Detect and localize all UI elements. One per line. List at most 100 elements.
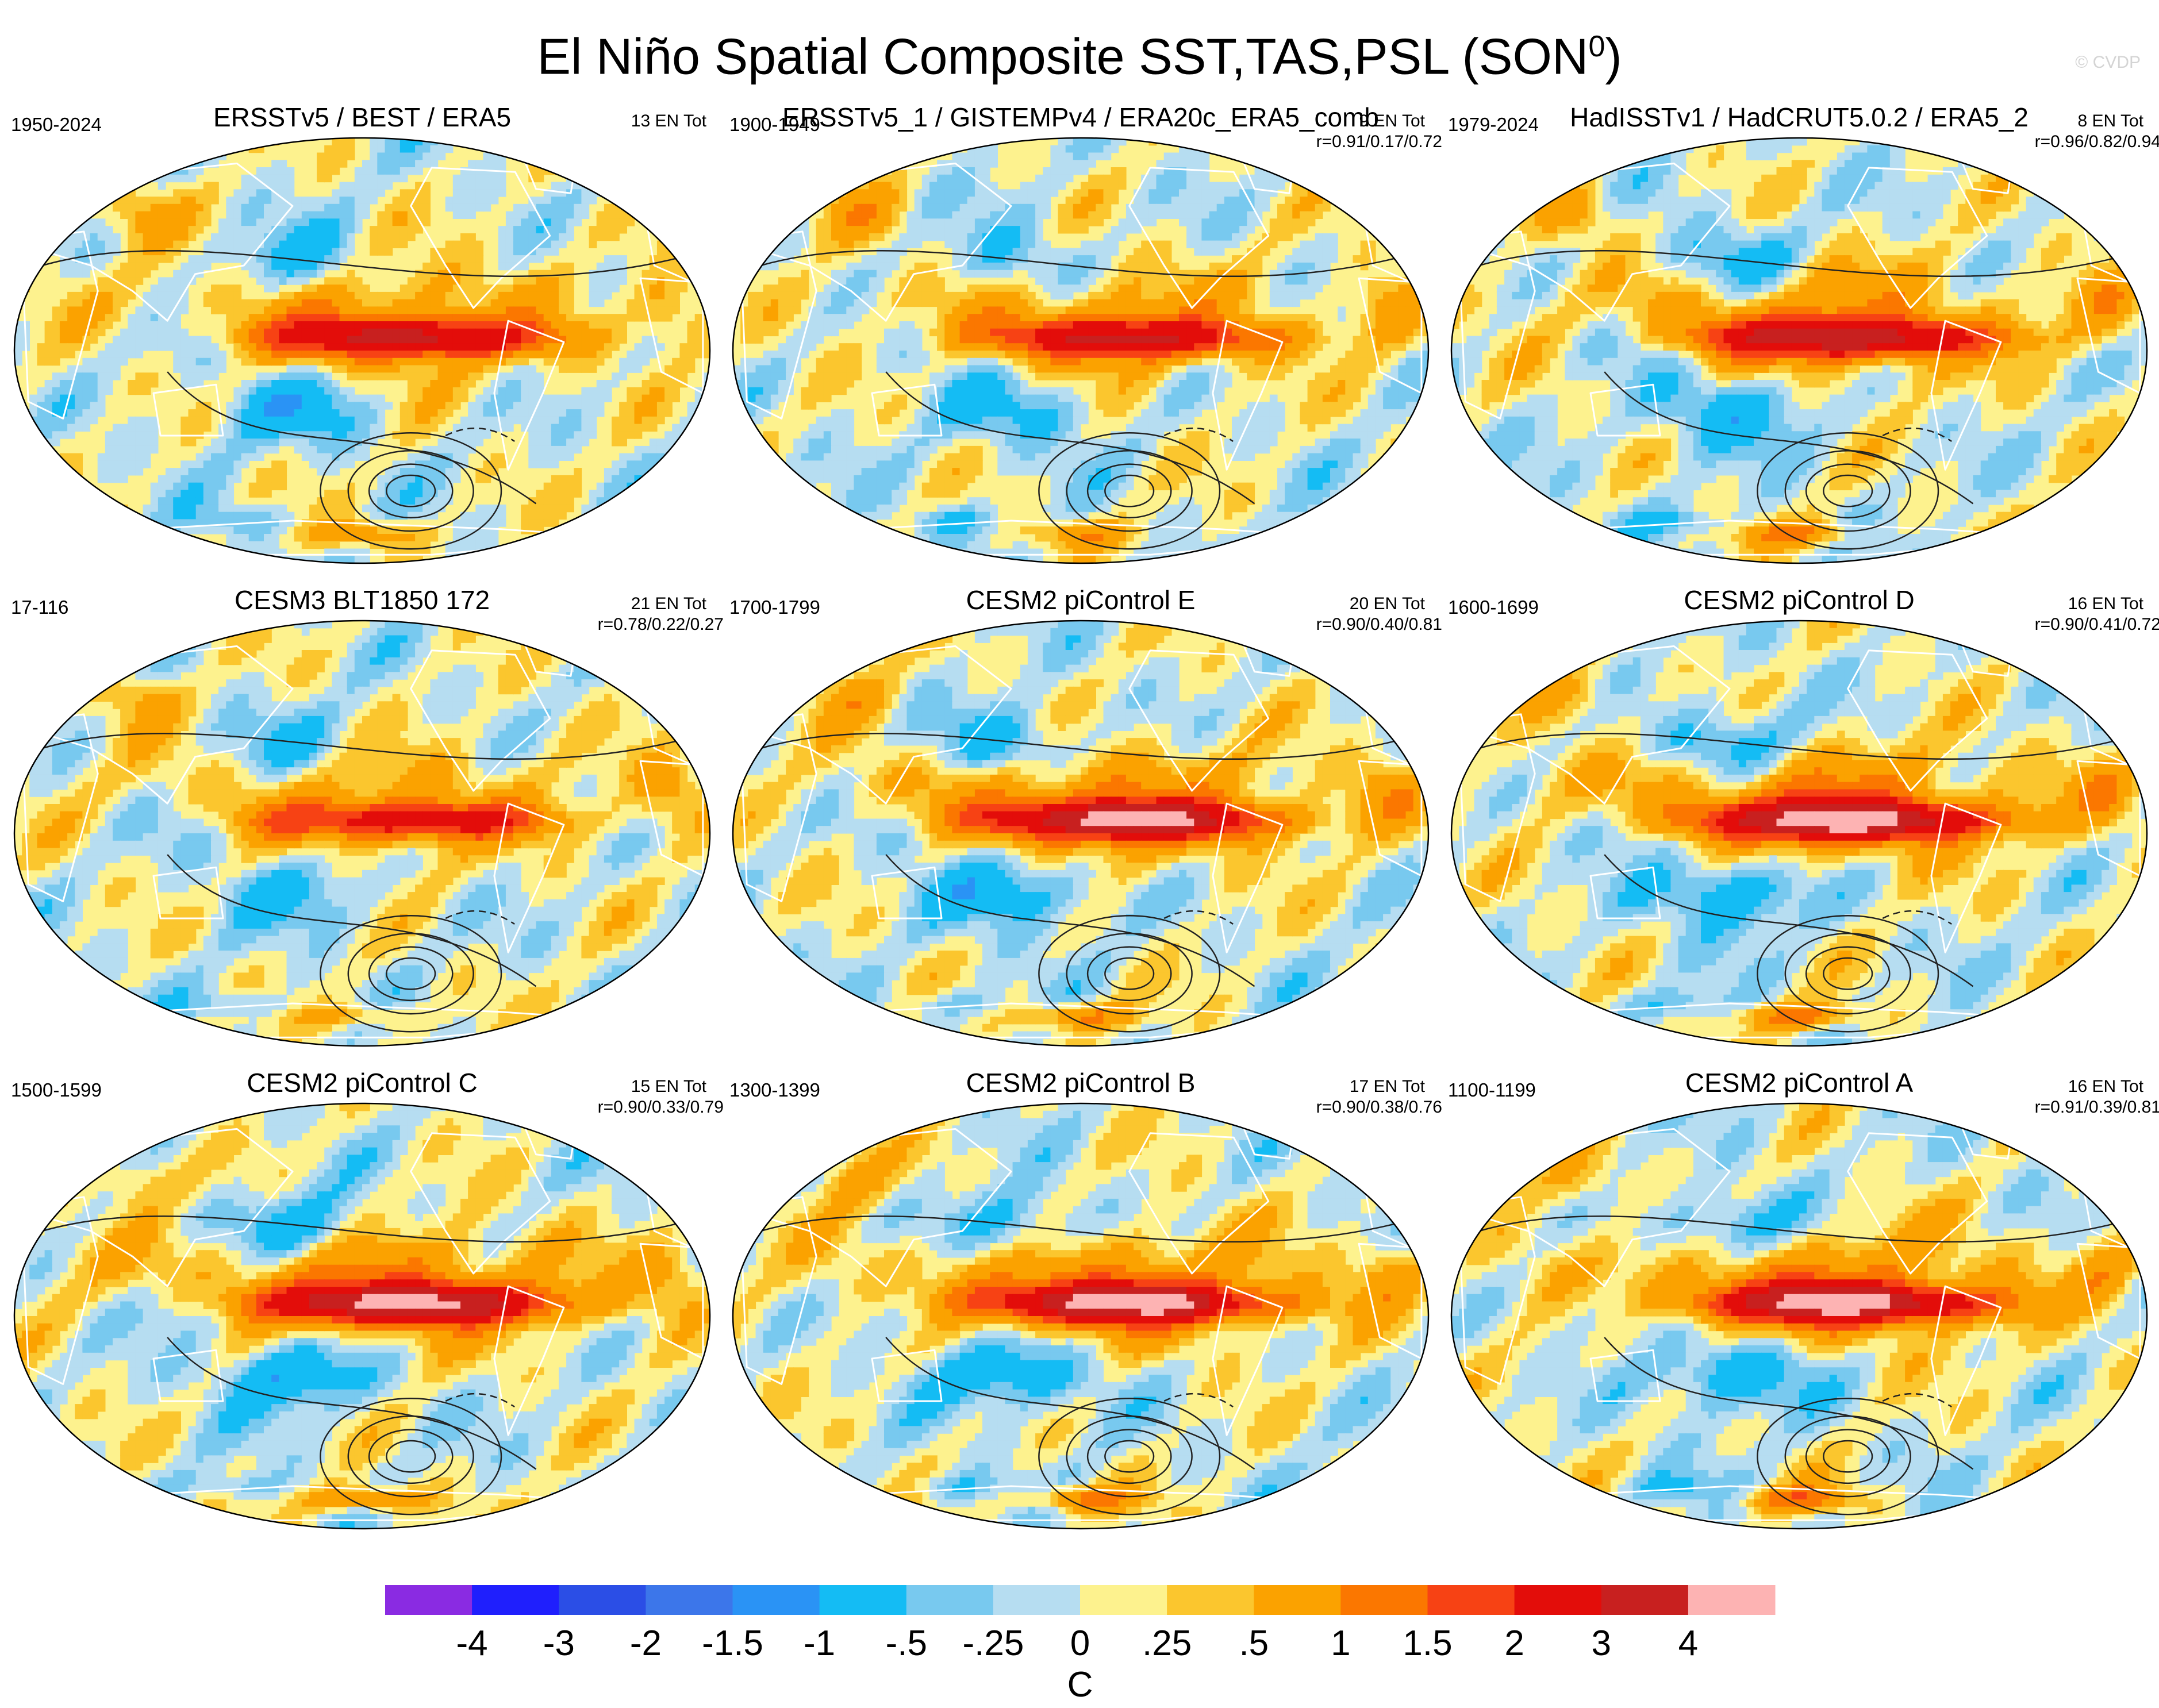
psl-contour — [1823, 1440, 1873, 1473]
sst-field — [14, 621, 710, 1046]
psl-contour — [1479, 733, 2119, 760]
coastline — [752, 1128, 1012, 1287]
colorbar-tick-label: -.25 — [962, 1624, 1024, 1663]
map-border — [732, 137, 1430, 564]
sst-field — [1451, 1103, 2147, 1529]
psl-contour — [1757, 1397, 1939, 1515]
colorbar-tick-label: 3 — [1592, 1624, 1611, 1663]
colorbar-tick-label: 2 — [1504, 1624, 1524, 1663]
sst-field — [733, 1103, 1428, 1529]
panel-pattern-correlation: r=0.91/0.17/0.72 — [1316, 132, 1442, 151]
colorbar-tick-label: 4 — [1678, 1624, 1698, 1663]
psl-contour — [885, 1337, 1255, 1470]
psl-contour — [167, 371, 537, 505]
psl-contour — [1086, 946, 1172, 1002]
panel-title: ERSSTv5_1 / GISTEMPv4 / ERA20c_ERA5_comb — [782, 102, 1379, 132]
map-panel: HadISSTv1 / HadCRUT5.0.2 / ERA5_2 1979-20… — [1448, 102, 2159, 564]
sst-field — [733, 138, 1428, 563]
figure-title: El Niño Spatial Composite SST,TAS,PSL (S… — [0, 15, 2159, 88]
panel-pattern-correlation: r=0.96/0.82/0.94 — [2035, 132, 2159, 151]
coastline — [1471, 162, 1731, 322]
psl-contour — [1757, 432, 1939, 550]
psl-contour-negative — [445, 427, 515, 443]
colorbar-swatch — [1601, 1585, 1689, 1615]
psl-contour — [1604, 854, 1974, 987]
coastline — [1471, 645, 1731, 805]
coastline — [1847, 1132, 1988, 1275]
colorbar-swatch — [732, 1585, 820, 1615]
colorbar-swatch — [906, 1585, 994, 1615]
psl-contour-negative — [1882, 1392, 1952, 1408]
panel-event-count: 8 EN Tot — [2077, 111, 2143, 130]
panel-event-count: 17 EN Tot — [1350, 1077, 1426, 1096]
panel-title: HadISSTv1 / HadCRUT5.0.2 / ERA5_2 — [1570, 102, 2029, 132]
colorbar-swatch — [819, 1585, 907, 1615]
sst-field — [733, 621, 1428, 1046]
panel-event-count: 13 EN Tot — [631, 111, 707, 130]
coastline — [34, 162, 294, 322]
map-panel: CESM2 piControl C 1500-1599 15 EN Tot r=0.9… — [11, 1068, 724, 1530]
coastline — [410, 1132, 551, 1275]
panel-period: 1700-1799 — [729, 597, 820, 618]
coastline — [1212, 1285, 1284, 1436]
coastline — [152, 383, 224, 437]
psl-contour — [1604, 371, 1974, 505]
psl-contour — [42, 733, 682, 760]
psl-contour — [1104, 474, 1155, 507]
colorbar-tick-label: 0 — [1070, 1624, 1090, 1663]
colorbar-swatch — [646, 1585, 733, 1615]
map-border — [13, 620, 711, 1047]
coastline — [152, 866, 224, 920]
psl-contour — [386, 474, 436, 507]
psl-contour-negative — [445, 910, 515, 925]
colorbar-tick-label: -2 — [630, 1624, 662, 1663]
panel-period: 1300-1399 — [729, 1079, 820, 1101]
coastline — [152, 1349, 224, 1402]
coastline — [739, 230, 817, 420]
coastline — [1589, 866, 1661, 920]
panel-title: CESM2 piControl B — [966, 1068, 1196, 1098]
coastline — [871, 1349, 943, 1402]
psl-contour — [760, 1215, 1401, 1242]
psl-contour-negative — [1163, 910, 1234, 925]
psl-contour — [386, 1440, 436, 1473]
coastline — [20, 230, 99, 420]
coastline — [739, 713, 817, 902]
coastline — [1128, 1132, 1270, 1275]
map-panel: CESM3 BLT1850 172 17-116 21 EN Tot r=0.78/0… — [11, 585, 724, 1047]
psl-contour — [1038, 914, 1221, 1033]
psl-contour — [42, 250, 682, 277]
map-border — [13, 137, 711, 564]
coastline — [752, 162, 1012, 322]
panel-period: 1600-1699 — [1448, 597, 1539, 618]
map-panel: CESM2 piControl E 1700-1799 20 EN Tot r=0.9… — [729, 585, 1442, 1047]
psl-contour-negative — [445, 1392, 515, 1408]
psl-contour — [320, 432, 502, 550]
panel-period: 1900-1949 — [729, 114, 820, 135]
map-border — [1450, 1102, 2148, 1530]
colorbar-tick-label: -4 — [456, 1624, 488, 1663]
colorbar-swatch — [1254, 1585, 1341, 1615]
coastline — [1128, 649, 1270, 792]
colorbar-tick-label: 1.5 — [1403, 1624, 1452, 1663]
colorbar-tick-label: .25 — [1142, 1624, 1192, 1663]
map-border — [1450, 620, 2148, 1047]
colorbar-units: C — [1067, 1665, 1093, 1705]
psl-contour — [320, 1397, 502, 1515]
panel-pattern-correlation: r=0.78/0.22/0.27 — [598, 615, 724, 634]
psl-contour — [1757, 914, 1939, 1033]
coastline — [34, 645, 294, 805]
coastline — [1930, 320, 2002, 471]
coastline — [1457, 230, 1536, 420]
colorbar-swatch — [1080, 1585, 1167, 1615]
coastline — [493, 802, 565, 953]
psl-contour — [42, 1215, 682, 1242]
coastline — [1589, 1349, 1661, 1402]
coastline — [1471, 1128, 1731, 1287]
colorbar-tick-label: -.5 — [886, 1624, 927, 1663]
sst-field — [14, 1103, 710, 1529]
psl-contour-negative — [1882, 910, 1952, 925]
coastline — [871, 383, 943, 437]
colorbar-swatch — [1514, 1585, 1602, 1615]
